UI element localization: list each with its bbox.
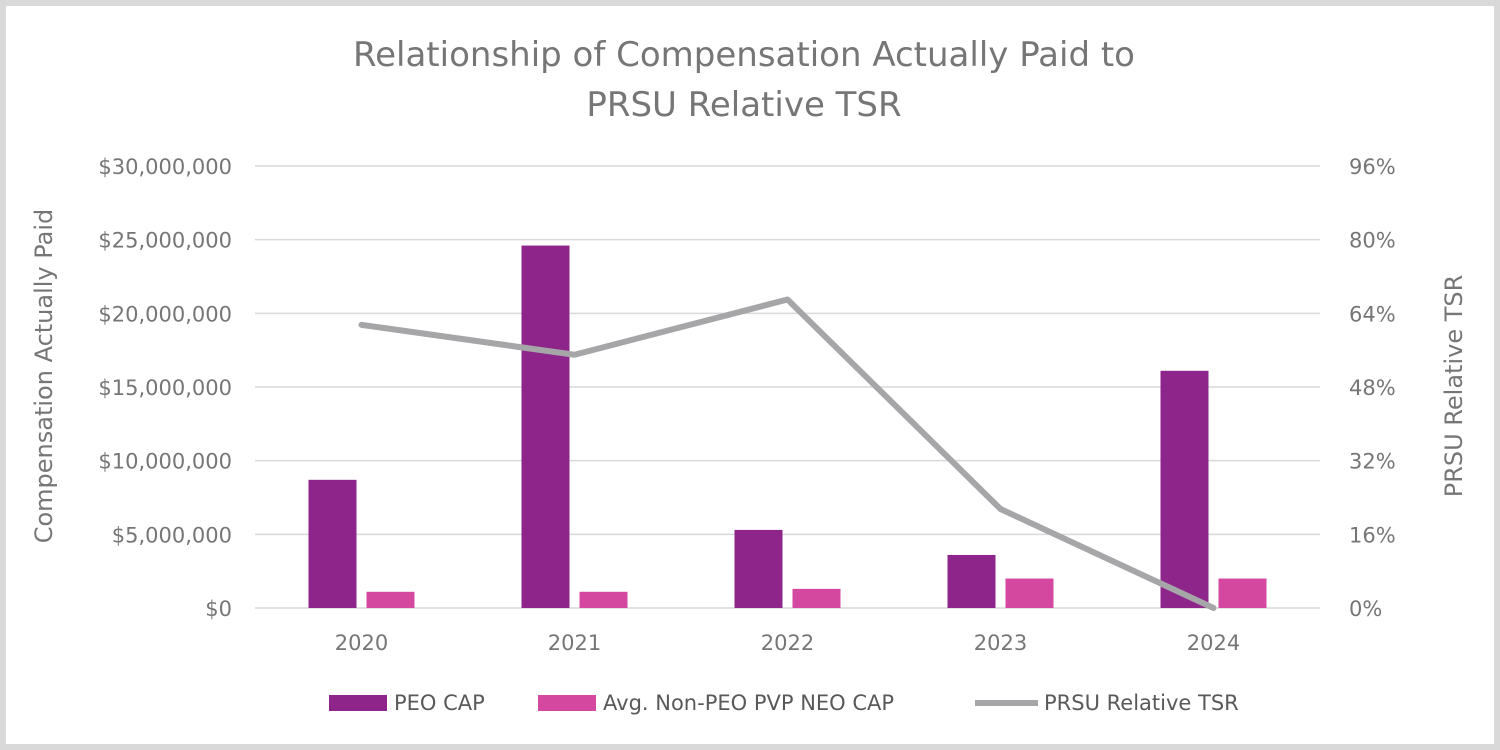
y-tick-label: $15,000,000 bbox=[98, 376, 232, 400]
y-tick-label: $20,000,000 bbox=[98, 302, 232, 326]
bar-peo-cap bbox=[734, 529, 783, 608]
x-tick-label: 2023 bbox=[974, 631, 1027, 655]
bar-avg-neo-cap bbox=[792, 588, 841, 608]
y2-tick-label: 16% bbox=[1349, 523, 1396, 547]
y2-tick-label: 80% bbox=[1349, 229, 1396, 253]
y-axis-title: Compensation Actually Paid bbox=[30, 209, 58, 544]
bar-avg-neo-cap bbox=[1005, 578, 1054, 608]
x-tick-label: 2022 bbox=[761, 631, 814, 655]
bar-peo-cap bbox=[308, 479, 357, 608]
legend-swatch-avg-neo-cap bbox=[538, 695, 596, 711]
bar-peo-cap bbox=[947, 554, 996, 608]
line-prsu-relative-tsr bbox=[358, 296, 1217, 611]
x-tick-label: 2024 bbox=[1187, 631, 1240, 655]
legend: PEO CAP Avg. Non-PEO PVP NEO CAP PRSU Re… bbox=[329, 691, 1239, 715]
bar-peo-cap bbox=[521, 245, 570, 608]
y2-tick-label: 32% bbox=[1349, 450, 1396, 474]
y2-tick-label: 48% bbox=[1349, 376, 1396, 400]
bar-avg-neo-cap bbox=[1218, 578, 1267, 608]
y2-tick-label: 64% bbox=[1349, 302, 1396, 326]
y-tick-label: $0 bbox=[205, 597, 232, 621]
bar-avg-neo-cap bbox=[579, 591, 628, 608]
bar-avg-neo-cap bbox=[366, 591, 415, 608]
y-tick-label: $5,000,000 bbox=[112, 523, 232, 547]
y-tick-label: $25,000,000 bbox=[98, 229, 232, 253]
legend-label-avg-neo-cap: Avg. Non-PEO PVP NEO CAP bbox=[603, 691, 894, 715]
y2-axis-title: PRSU Relative TSR bbox=[1440, 275, 1468, 498]
y-tick-label: $10,000,000 bbox=[98, 450, 232, 474]
chart-title-line-2: PRSU Relative TSR bbox=[586, 85, 902, 125]
y-tick-label: $30,000,000 bbox=[98, 155, 232, 179]
x-tick-label: 2020 bbox=[335, 631, 388, 655]
chart-title: Relationship of Compensation Actually Pa… bbox=[0, 30, 1488, 130]
y2-tick-label: 96% bbox=[1349, 155, 1396, 179]
chart-title-line-1: Relationship of Compensation Actually Pa… bbox=[353, 35, 1135, 75]
bar-peo-cap bbox=[1160, 370, 1209, 608]
legend-label-prsu-tsr: PRSU Relative TSR bbox=[1044, 691, 1239, 715]
x-tick-label: 2021 bbox=[548, 631, 601, 655]
legend-swatch-peo-cap bbox=[329, 695, 387, 711]
legend-label-peo-cap: PEO CAP bbox=[394, 691, 485, 715]
y2-tick-label: 0% bbox=[1349, 597, 1382, 621]
